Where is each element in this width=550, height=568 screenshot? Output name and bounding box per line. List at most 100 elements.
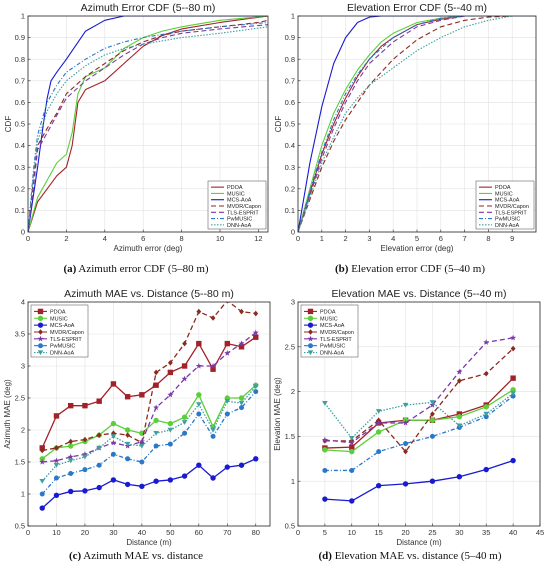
series-line-music	[41, 384, 257, 460]
data-point-pdoa	[124, 394, 131, 400]
legend-label-pdoa: PDOA	[495, 185, 511, 191]
data-point-pwmusic	[167, 441, 173, 447]
y-tick-label: 0.5	[15, 120, 25, 129]
legend-label-dnn-aoa: DNN-AoA	[495, 223, 519, 229]
legend-marker-pwmusic	[308, 343, 313, 349]
x-tick-label: 45	[536, 528, 544, 537]
data-point-tls-esprit	[153, 404, 160, 411]
legend-label-tls-esprit: TLS-ESPRIT	[495, 210, 527, 216]
data-point-music	[68, 443, 74, 449]
y-tick-label: 4	[21, 298, 25, 307]
chart-panel-0: 0 2 4 6 8 10 12 0 0.1 0.2 0.3 0.4 0.5 0.6 0.7 0.8 0.9 1 Az…	[4, 2, 269, 253]
series-line-music	[324, 389, 514, 453]
legend: PDOAMUSICMCS-AoAMVDR/CaponTLS-ESPRITPwMU…	[30, 304, 89, 358]
data-point-dnn-aoa	[348, 435, 355, 441]
data-point-tls-esprit	[195, 362, 202, 369]
series-line-dnn-aoa	[41, 386, 257, 482]
x-tick-label: 50	[166, 528, 174, 537]
data-point-music	[349, 448, 355, 455]
data-point-mvdr-capon	[39, 447, 45, 454]
data-point-tls-esprit	[167, 391, 174, 398]
data-point-pwmusic	[96, 462, 102, 468]
data-point-dnn-aoa	[124, 441, 131, 447]
data-point-dnn-aoa	[67, 458, 74, 464]
legend-marker-mvdr-capon	[308, 329, 313, 335]
data-point-dnn-aoa	[196, 402, 202, 407]
data-point-dnn-aoa	[375, 409, 382, 414]
data-point-mcs-aoa	[253, 456, 259, 462]
series-line-tls-esprit	[28, 24, 268, 232]
data-point-mvdr-capon	[196, 308, 202, 315]
legend-label-mvdr-capon: MVDR/Capon	[227, 204, 261, 210]
data-point-mvdr-capon	[96, 432, 102, 438]
data-point-music	[153, 417, 159, 424]
data-point-pwmusic	[182, 430, 188, 436]
x-tick-label: 15	[374, 528, 382, 537]
data-point-tls-esprit	[81, 451, 88, 457]
data-point-dnn-aoa	[181, 420, 188, 425]
chart-title: Elevation Error CDF (5--40 m)	[347, 2, 487, 14]
y-tick-label: 0.3	[285, 163, 295, 172]
y-tick-label: 0.8	[15, 55, 25, 64]
x-tick-label: 10	[348, 528, 356, 537]
data-point-mcs-aoa	[167, 477, 174, 483]
data-point-mcs-aoa	[53, 492, 60, 498]
data-point-dnn-aoa	[456, 423, 463, 429]
caption-label: (d)	[318, 550, 332, 562]
series-line-dnn-aoa	[28, 26, 268, 232]
series-line-tls-esprit	[298, 16, 536, 232]
chart-title: Elevation MAE vs. Distance (5--40 m)	[331, 288, 506, 300]
data-point-pwmusic	[376, 449, 382, 455]
data-point-pdoa	[196, 340, 202, 347]
data-point-mvdr-capon	[403, 448, 408, 455]
data-point-mcs-aoa	[210, 475, 216, 481]
y-tick-label: 0.5	[285, 522, 295, 531]
y-tick-label: 1	[21, 490, 25, 499]
legend-marker-pwmusic	[38, 343, 43, 349]
data-point-mvdr-capon	[125, 432, 131, 438]
data-point-music	[483, 404, 489, 410]
legend-label-pwmusic: PwMUSIC	[495, 217, 520, 223]
data-point-tls-esprit	[238, 340, 245, 347]
data-point-pdoa	[110, 381, 117, 387]
data-point-mvdr-capon	[167, 360, 173, 366]
legend-label-dnn-aoa: DNN-AoA	[320, 351, 344, 357]
data-point-mvdr-capon	[111, 430, 116, 436]
x-tick-label: 6	[141, 234, 145, 243]
x-tick-label: 5	[415, 234, 419, 243]
legend-label-mvdr-capon: MVDR/Capon	[495, 204, 529, 210]
data-point-mcs-aoa	[375, 482, 382, 489]
data-point-pwmusic	[210, 433, 216, 439]
data-point-dnn-aoa	[429, 400, 436, 405]
y-tick-label: 1	[21, 12, 25, 21]
data-point-tls-esprit	[67, 453, 74, 460]
x-tick-label: 60	[195, 528, 203, 537]
x-tick-label: 12	[254, 234, 262, 243]
legend-marker-music	[37, 315, 44, 321]
legend-label-tls-esprit: TLS-ESPRIT	[320, 337, 352, 343]
data-point-dnn-aoa	[510, 391, 516, 396]
legend-label-music: MUSIC	[227, 191, 245, 197]
y-tick-label: 0.1	[15, 206, 25, 215]
data-point-dnn-aoa	[110, 434, 117, 439]
caption-label: (a)	[63, 263, 76, 275]
x-tick-label: 30	[455, 528, 463, 537]
data-point-mvdr-capon	[239, 308, 244, 315]
data-point-pwmusic	[125, 456, 131, 462]
x-tick-label: 4	[103, 234, 107, 243]
data-point-mcs-aoa	[110, 477, 117, 483]
data-point-mcs-aoa	[39, 505, 45, 511]
legend-label-pdoa: PDOA	[50, 309, 66, 315]
data-point-mcs-aoa	[429, 478, 436, 484]
series-line-pdoa	[41, 336, 257, 449]
data-point-mcs-aoa	[181, 473, 188, 479]
legend-label-music: MUSIC	[50, 316, 68, 322]
y-tick-label: 0.6	[285, 98, 295, 107]
data-point-pwmusic	[68, 471, 74, 477]
legend-marker-music	[307, 315, 314, 321]
data-point-mvdr-capon	[153, 369, 159, 376]
data-point-mcs-aoa	[82, 488, 88, 494]
data-point-dnn-aoa	[210, 427, 216, 433]
data-point-mcs-aoa	[483, 466, 489, 473]
data-point-mcs-aoa	[153, 478, 159, 484]
